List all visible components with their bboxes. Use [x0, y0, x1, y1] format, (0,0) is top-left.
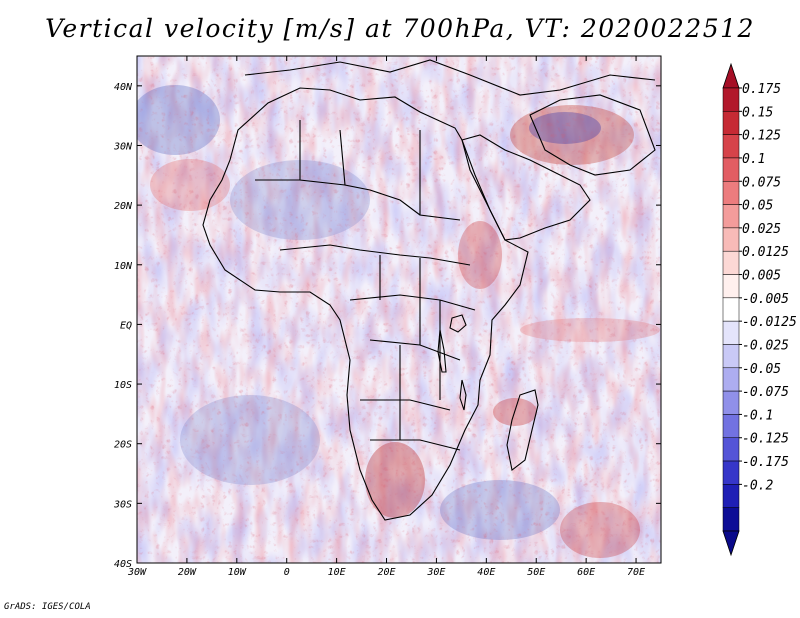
border-central-2 [379, 255, 441, 440]
lat-tick-label: 10S [114, 380, 132, 391]
longitude-axis: 30W 20W 10W 0 10E 20E 30E 40E 50E 60E 70E [127, 56, 645, 578]
colorbar-label: -0.175 [742, 455, 789, 470]
madagascar-coastline [506, 389, 539, 471]
lon-tick-label: 40E [477, 567, 495, 578]
colorbar-label: -0.025 [742, 338, 789, 353]
colorbar-label: -0.1 [742, 408, 773, 423]
colorbar-swatch [722, 320, 740, 345]
colorbar-swatch [722, 87, 740, 112]
colorbar-label: 0.1 [742, 152, 765, 167]
colorbar-label: 0.15 [742, 105, 773, 120]
colorbar-swatch [722, 181, 740, 205]
lat-tick-label: 30S [113, 499, 132, 510]
colorbar-label: -0.2 [742, 478, 773, 493]
colorbar-swatch [722, 460, 740, 485]
colorbar-label: -0.075 [742, 385, 789, 400]
lake-malawi [459, 379, 467, 411]
colorbar-label: 0.005 [742, 269, 781, 284]
colorbar-swatch [722, 367, 740, 392]
map-frame [136, 55, 662, 564]
lon-tick-label: 20E [377, 567, 395, 578]
mediterranean-north [244, 59, 656, 96]
lat-tick-label: 20S [114, 440, 132, 451]
colorbar-label: -0.0125 [742, 315, 797, 330]
colorbar: 0.175 0.15 0.125 0.1 0.075 0.05 0.025 0.0125 0.0… [722, 62, 797, 557]
colorbar-swatch [722, 204, 740, 229]
colorbar-swatch [722, 414, 740, 438]
lat-tick-label: EQ [120, 320, 132, 331]
border-sahara-1 [255, 120, 461, 221]
lon-tick-label: 30E [426, 567, 445, 578]
colorbar-label: 0.125 [742, 129, 781, 144]
map-title: Vertical velocity [m/s] at 700hPa, VT: 2… [45, 14, 755, 43]
lat-tick-label: 10N [114, 261, 133, 272]
lat-tick-label: 30N [113, 141, 133, 152]
colorbar-swatch [722, 134, 740, 159]
lon-tick-label: 30W [127, 567, 147, 578]
africa-coastline [202, 87, 529, 521]
lon-tick-label: 60E [577, 567, 595, 578]
grads-credit: GrADS: IGES/COLA [4, 602, 91, 612]
lon-tick-label: 50E [527, 567, 545, 578]
colorbar-swatch [722, 344, 740, 369]
lat-tick-label: 20N [114, 201, 133, 212]
colorbar-swatch [722, 250, 740, 275]
colorbar-label: 0.05 [742, 199, 773, 214]
iran-coast [529, 94, 656, 176]
field-texture-detail [137, 56, 661, 563]
colorbar-swatch [722, 437, 740, 462]
colorbar-swatch [722, 157, 740, 182]
colorbar-swatch [722, 484, 740, 508]
coastlines [202, 59, 656, 521]
map-plot-area [137, 56, 661, 563]
lat-tick-label: 40S [114, 559, 132, 570]
lon-tick-label: 10W [228, 567, 247, 578]
colorbar-swatch [722, 111, 740, 135]
colorbar-label: 0.075 [742, 175, 781, 190]
lon-tick-label: 20W [178, 567, 197, 578]
colorbar-label: 0.175 [742, 82, 781, 97]
colorbar-swatch [722, 274, 740, 299]
colorbar-top-arrow [722, 62, 740, 89]
colorbar-label: 0.025 [742, 222, 781, 237]
lake-victoria [449, 314, 467, 333]
lake-tanganyika [437, 329, 447, 373]
colorbar-label: -0.05 [742, 362, 781, 377]
colorbar-swatch [722, 297, 740, 322]
colorbar-bottom-arrow [722, 530, 740, 557]
colorbar-swatch [722, 227, 740, 252]
lon-tick-label: 10E [328, 567, 346, 578]
colorbar-label: -0.125 [742, 432, 789, 447]
latitude-axis: 40N 30N 20N 10N EQ 10S 20S 30S 40S [113, 82, 661, 570]
colorbar-swatch [722, 390, 740, 415]
colorbar-label: -0.005 [742, 292, 789, 307]
colorbar-swatch [722, 507, 740, 532]
lon-tick-label: 0 [284, 567, 290, 578]
arabia-coastline [461, 134, 591, 241]
lon-tick-label: 70E [627, 567, 645, 578]
colorbar-label: 0.0125 [742, 245, 789, 260]
lat-tick-label: 40N [114, 82, 133, 93]
